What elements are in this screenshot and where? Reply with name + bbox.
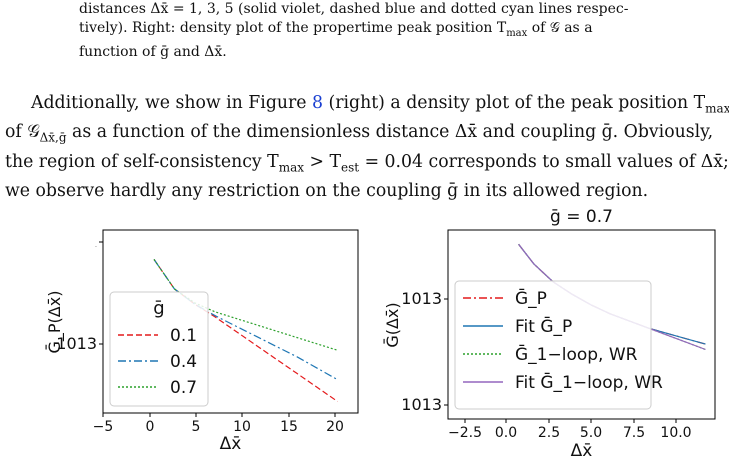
x-tick-label: 10.0 <box>660 425 691 441</box>
legend-label: Fit Ḡ_1−loop, WR <box>515 371 663 393</box>
legend-label: 0.1 <box>170 326 197 346</box>
x-axis-label: Δx̄ <box>220 434 242 454</box>
paragraph-line: Additionally, we show in Figure 8 (right… <box>31 93 729 116</box>
legend-label: Ḡ_1−loop, WR <box>515 343 638 365</box>
x-tick-label: 15 <box>280 419 298 435</box>
paragraph-line: we observe hardly any restriction on the… <box>5 181 649 202</box>
legend-label: 0.4 <box>170 352 197 372</box>
legend-label: 0.7 <box>170 378 197 398</box>
figure-link[interactable]: 8 <box>312 93 323 113</box>
paragraph-line: of 𝒢Δx̄,ḡ as a function of the dimension… <box>5 122 714 145</box>
figure-caption: distances Δx̄ = 1, 3, 5 (solid violet, d… <box>79 0 679 62</box>
caption-line: tively). Right: density plot of the prop… <box>79 20 593 39</box>
x-tick-label: 20 <box>326 419 344 435</box>
chart-title: ḡ = 0.7 <box>550 207 613 227</box>
legend-label: Fit Ḡ_P <box>515 315 572 337</box>
x-tick-label: 0.0 <box>495 425 517 441</box>
legend-label: Ḡ_P <box>515 287 547 309</box>
x-tick-label: 2.5 <box>538 425 560 441</box>
body-paragraph: Additionally, we show in Figure 8 (right… <box>5 91 729 203</box>
x-axis-label: Δx̄ <box>571 441 593 461</box>
axes-frame <box>102 229 359 414</box>
caption-line: distances Δx̄ = 1, 3, 5 (solid violet, d… <box>79 1 629 17</box>
axes-frame <box>447 229 716 420</box>
paragraph-line: the region of self-consistency Tmax > Te… <box>5 151 729 175</box>
x-tick-label: 10 <box>233 419 251 435</box>
y-tick-label: 1013 <box>401 289 442 308</box>
y-tick-label: 1013 <box>95 246 98 248</box>
caption-line: function of ḡ and Δx̄. <box>79 43 227 60</box>
x-tick-label: 5.0 <box>580 425 602 441</box>
legend-title: ḡ <box>153 298 164 319</box>
y-tick-label: 1013 <box>401 395 442 414</box>
x-tick-label: −2.5 <box>448 425 482 441</box>
y-axis-label: Ḡ(Δx̄) <box>383 302 402 347</box>
y-tick-label: 1013 <box>56 334 97 353</box>
legend-box <box>109 291 209 407</box>
x-tick-label: 5 <box>192 419 201 435</box>
x-tick-label: 7.5 <box>623 425 645 441</box>
y-axis-label: Ḡ_P(Δx̄) <box>45 291 65 354</box>
x-tick-label: −5 <box>93 419 114 435</box>
legend-box <box>454 280 652 410</box>
x-tick-label: 0 <box>146 419 155 435</box>
